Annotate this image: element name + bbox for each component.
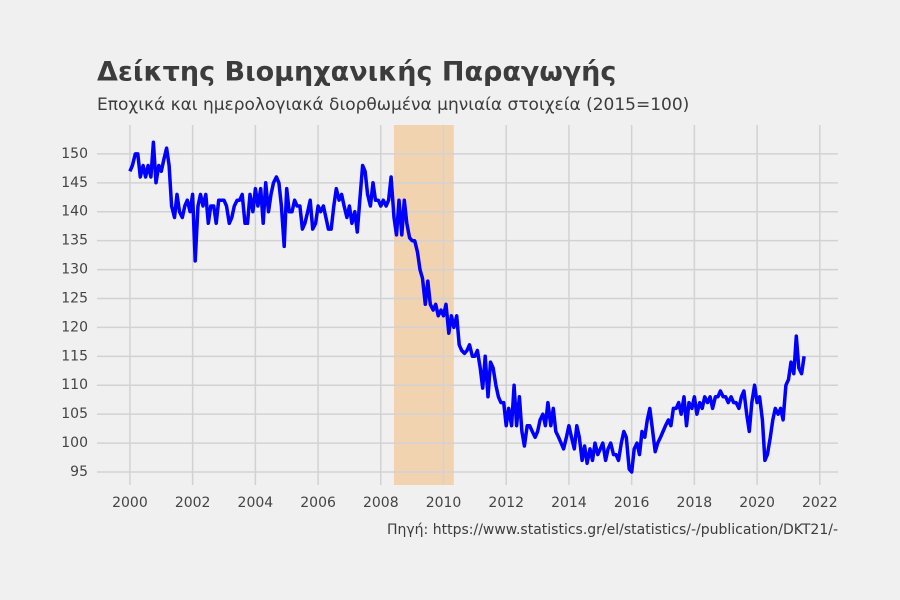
x-tick-label: 2020 — [739, 495, 775, 511]
x-tick-label: 2006 — [300, 495, 336, 511]
y-tick-label: 150 — [61, 146, 88, 162]
source-note: Πηγή: https://www.statistics.gr/el/stati… — [387, 522, 838, 538]
x-tick-label: 2016 — [614, 495, 650, 511]
x-tick-label: 2000 — [112, 495, 148, 511]
x-tick-label: 2014 — [551, 495, 587, 511]
x-tick-label: 2008 — [363, 495, 399, 511]
chart-subtitle: Εποχικά και ημερολογιακά διορθωμένα μηνι… — [97, 95, 689, 115]
data-line — [128, 140, 806, 474]
y-tick-label: 120 — [61, 319, 88, 335]
y-tick-label: 105 — [61, 406, 88, 422]
y-tick-label: 125 — [61, 290, 88, 306]
y-tick-label: 95 — [70, 464, 88, 480]
y-tick-label: 130 — [61, 262, 88, 278]
x-tick-label: 2012 — [488, 495, 524, 511]
y-tick-label: 115 — [61, 348, 88, 364]
y-tick-label: 110 — [61, 377, 88, 393]
x-tick-label: 2018 — [677, 495, 713, 511]
x-tick-label: 2002 — [175, 495, 211, 511]
x-tick-label: 2010 — [426, 495, 462, 511]
y-tick-label: 140 — [61, 204, 88, 220]
x-tick-label: 2004 — [238, 495, 274, 511]
y-tick-label: 145 — [61, 175, 88, 191]
x-tick-label: 2022 — [802, 495, 838, 511]
chart-title: Δείκτης Βιομηχανικής Παραγωγής — [97, 57, 616, 88]
y-tick-label: 100 — [61, 435, 88, 451]
y-tick-label: 135 — [61, 233, 88, 249]
